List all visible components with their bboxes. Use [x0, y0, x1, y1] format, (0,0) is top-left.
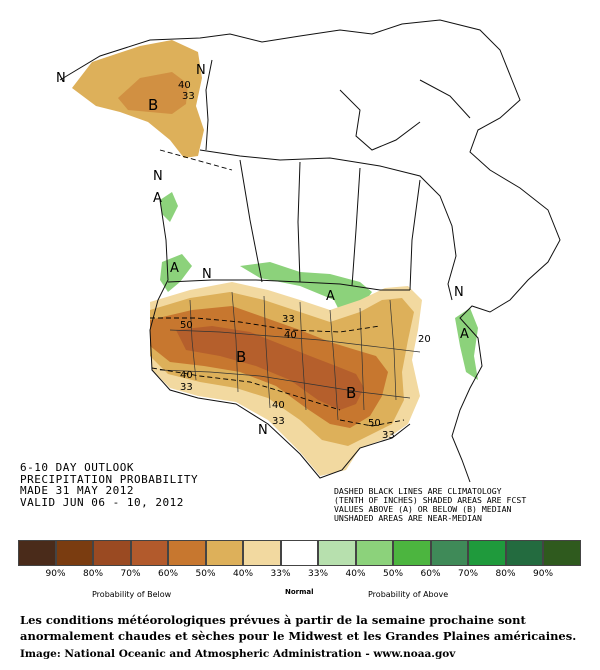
outlook-line-2: PRECIPITATION PROBABILITY: [20, 472, 199, 486]
contour-33-south: 33: [272, 416, 285, 427]
legend-pct-below-3: 60%: [157, 569, 179, 579]
legend-pct-above-5: 80%: [495, 569, 516, 579]
note-line-3: VALUES ABOVE (A) OR BELOW (B) MEDIAN: [334, 504, 512, 514]
contour-40-central: 40: [284, 330, 297, 341]
contour-40-alaska: 40: [178, 80, 191, 91]
legend-swatch-14: [543, 540, 581, 566]
contour-33-gulf: 33: [382, 430, 395, 441]
legend-swatch-12: [468, 540, 506, 566]
alaska-below-inner: [118, 72, 188, 114]
legend-swatch-2: [93, 540, 131, 566]
label-b-alaska: B: [148, 96, 158, 114]
note-line-4: UNSHADED AREAS ARE NEAR-MEDIAN: [334, 513, 482, 523]
legend-swatch-6: [243, 540, 281, 566]
contour-33-central: 33: [282, 314, 295, 325]
contour-50-west: 50: [180, 320, 193, 331]
legend-pct-below-5: 40%: [232, 569, 254, 579]
note-line-1: DASHED BLACK LINES ARE CLIMATOLOGY: [334, 486, 502, 496]
contour-33-west: 33: [180, 382, 193, 393]
legend-swatch-10: [393, 540, 431, 566]
legend-swatch-4: [168, 540, 206, 566]
legend-swatch-9: [355, 540, 393, 566]
legend-swatch-13: [505, 540, 543, 566]
label-n-northeast: N: [454, 285, 464, 300]
legend-pct-above-2: 50%: [382, 569, 404, 579]
outlook-line-4: VALID JUN 06 - 10, 2012: [20, 495, 184, 509]
label-n-wa: N: [202, 267, 212, 282]
legend-pct-below-6: 33%: [270, 569, 291, 579]
legend-pct-below-4: 50%: [195, 569, 216, 579]
legend-pct-below-1: 80%: [82, 569, 104, 579]
outlook-title-block: 6-10 DAY OUTLOOK PRECIPITATION PROBABILI…: [20, 462, 198, 508]
legend-above-label: Probability of Above: [368, 590, 449, 599]
label-n-southwest: N: [258, 423, 268, 438]
contour-40-west: 40: [180, 370, 193, 381]
legend-normal-label: Normal: [285, 588, 314, 596]
label-n-alaska-west: N: [56, 71, 66, 86]
legend-swatch-7: [280, 540, 318, 566]
legend-pct-below-2: 70%: [120, 569, 141, 579]
image-credit: Image: National Oceanic and Atmospheric …: [20, 648, 456, 660]
label-a-northeast: A: [460, 327, 469, 342]
outlook-line-1: 6-10 DAY OUTLOOK: [20, 461, 134, 474]
legend-swatch-8: [318, 540, 356, 566]
ne-above: [455, 308, 478, 380]
contour-40-south: 40: [272, 400, 285, 411]
pnw-above-2: [160, 254, 192, 292]
label-b-south: B: [346, 384, 356, 402]
contour-33-alaska: 33: [182, 91, 195, 102]
label-a-wa: A: [170, 261, 179, 276]
legend-pct-above-6: 90%: [532, 569, 554, 579]
label-n-pnw: N: [153, 169, 163, 184]
legend-swatch-0: [18, 540, 56, 566]
us-below-60: [176, 326, 364, 410]
contour-50-gulf: 50: [368, 418, 381, 429]
map-note-block: DASHED BLACK LINES ARE CLIMATOLOGY (TENT…: [334, 487, 526, 523]
legend-pct-above-3: 60%: [420, 569, 441, 579]
legend-below-label: Probability of Below: [92, 590, 172, 599]
label-n-alaska-east: N: [196, 63, 206, 78]
legend-swatch-1: [55, 540, 93, 566]
legend-pct-above-1: 40%: [345, 569, 366, 579]
legend-swatch-5: [205, 540, 243, 566]
outlook-line-3: MADE 31 MAY 2012: [20, 484, 134, 497]
legend-pct-above-0: 33%: [307, 569, 329, 579]
note-line-2: (TENTH OF INCHES) SHADED AREAS ARE FCST: [334, 495, 527, 505]
pnw-above-1: [160, 192, 178, 222]
label-a-greatlakes: A: [326, 289, 335, 304]
legend-swatch-3: [130, 540, 168, 566]
north-above-band: [240, 262, 372, 320]
legend-swatch-11: [430, 540, 468, 566]
probability-legend: [18, 540, 581, 566]
label-a-pnw: A: [153, 191, 162, 206]
label-b-west: B: [236, 348, 246, 366]
contour-20-east: 20: [418, 334, 431, 345]
legend-pct-below-0: 90%: [45, 569, 66, 579]
precipitation-map: N N B N A A N B B N A N A 40 33 50 40 33…: [56, 19, 561, 483]
caption-text: Les conditions météorologiques prévues à…: [20, 613, 577, 643]
legend-pct-above-4: 70%: [457, 569, 479, 579]
